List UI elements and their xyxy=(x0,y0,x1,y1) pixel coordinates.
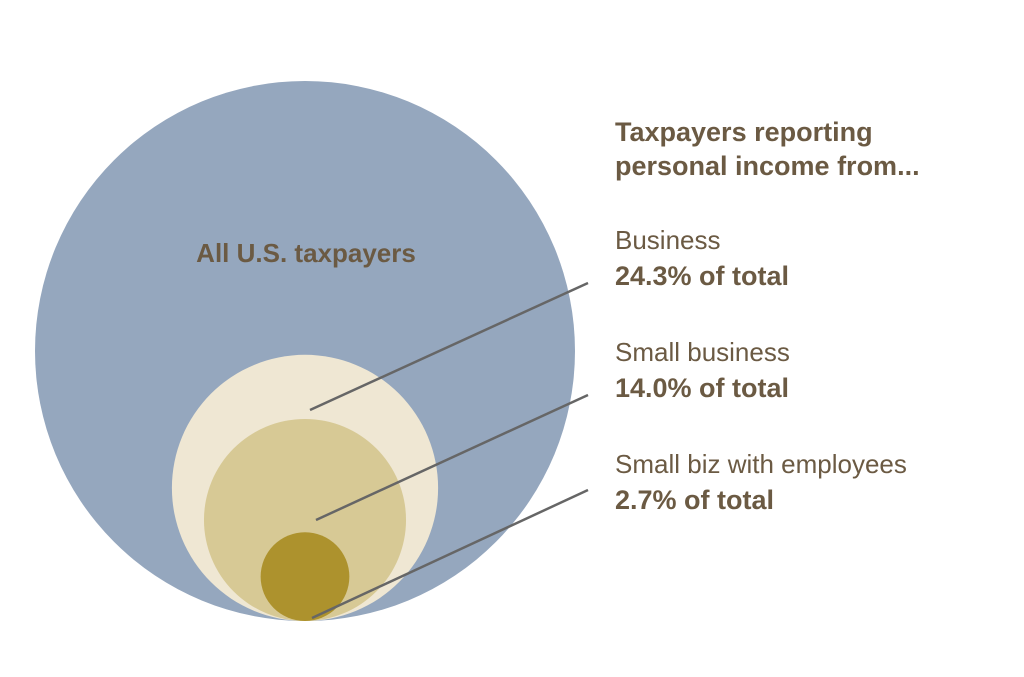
total-circle xyxy=(35,81,575,621)
legend-title-line-2: personal income from... xyxy=(615,151,920,181)
legend-label-business: Business xyxy=(615,225,721,255)
legend-value-small-biz-with-employees: 2.7% of total xyxy=(615,485,774,515)
leader-line-small-business xyxy=(315,393,589,522)
legend-value-business: 24.3% of total xyxy=(615,261,789,291)
leader-lines xyxy=(309,281,589,620)
total-circle-label: All U.S. taxpayers xyxy=(196,238,416,268)
legend-label-small-biz-with-employees: Small biz with employees xyxy=(615,449,907,479)
legend-value-small-business: 14.0% of total xyxy=(615,373,789,403)
legend-label-small-business: Small business xyxy=(615,337,790,367)
circles-layer xyxy=(35,81,575,621)
leader-line-business xyxy=(309,281,589,412)
circle-small-business xyxy=(203,418,407,621)
legend-title-line-1: Taxpayers reporting xyxy=(615,117,873,147)
legend: Business 24.3% of total Small business 14.0… xyxy=(615,225,907,515)
circle-small-biz-with-employees xyxy=(260,532,350,621)
leader-line-small-biz-with-employees xyxy=(311,488,589,620)
